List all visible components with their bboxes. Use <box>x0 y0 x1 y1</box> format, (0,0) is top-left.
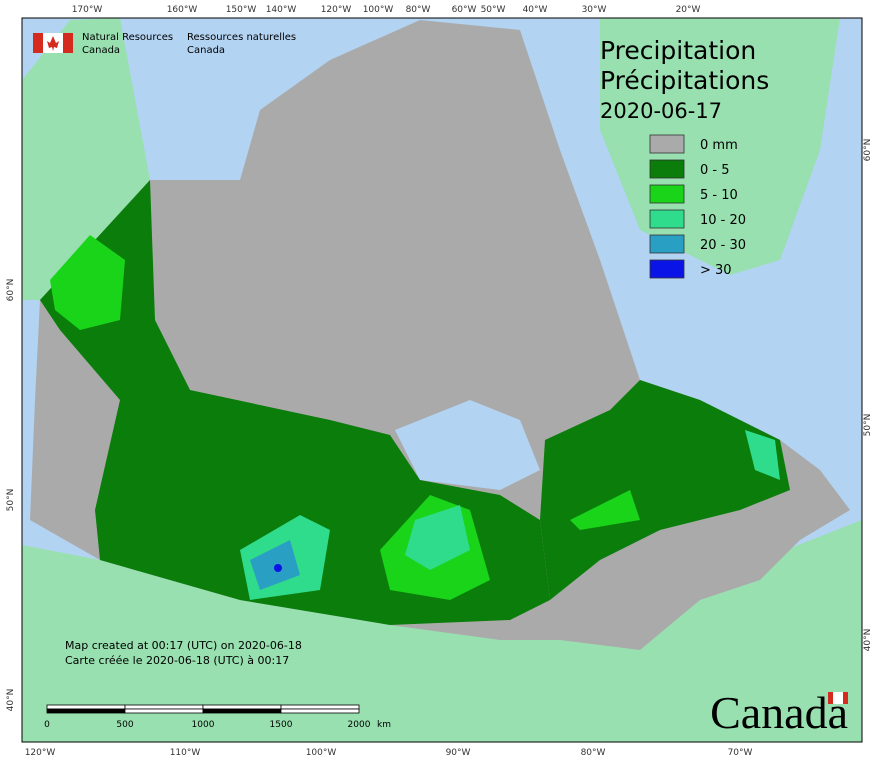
scale-tick-label: 0 <box>44 720 50 730</box>
scale-segment <box>280 704 360 710</box>
legend: 0 mm 0 - 5 5 - 10 10 - 20 20 - 30 > 30 <box>649 134 746 279</box>
precip-labrador <box>745 430 780 480</box>
flag-bar-left <box>33 33 43 53</box>
scale-tick-label: 500 <box>116 720 133 730</box>
agency-en: Natural Resources <box>82 32 173 43</box>
longitude-label: 80°W <box>406 5 431 15</box>
scale-segment <box>202 708 282 714</box>
map-date: 2020-06-17 <box>600 99 722 123</box>
longitude-label: 150°W <box>226 5 257 15</box>
longitude-label: 80°W <box>581 748 606 758</box>
longitude-label: 40°W <box>523 5 548 15</box>
longitude-label: 170°W <box>72 5 103 15</box>
scale-segment <box>46 708 126 714</box>
legend-swatch <box>649 184 685 204</box>
agency-fr: Ressources naturelles <box>187 32 296 43</box>
longitude-label: 100°W <box>306 748 337 758</box>
legend-label: 0 mm <box>700 138 738 153</box>
legend-swatch <box>649 159 685 179</box>
frame-border <box>21 17 863 743</box>
longitude-label: 30°W <box>582 5 607 15</box>
legend-swatch <box>649 134 685 154</box>
longitude-label: 50°W <box>481 5 506 15</box>
precip-5-10-quebec <box>570 490 640 530</box>
legend-swatch <box>649 234 685 254</box>
scale-tick-label: 2000 <box>348 720 371 730</box>
agency-fr-2: Canada <box>187 45 225 56</box>
longitude-label: 20°W <box>676 5 701 15</box>
latitude-label: 40°N <box>863 629 873 652</box>
precip-0-5-east <box>540 380 790 600</box>
latitude-label: 50°N <box>6 489 16 512</box>
precip-5-10-yukon <box>50 235 125 330</box>
legend-label: > 30 <box>700 263 732 278</box>
longitude-label: 140°W <box>266 5 297 15</box>
maple-leaf <box>47 36 59 51</box>
precip-over-30 <box>274 564 282 572</box>
scale-bar: 0 500 1000 1500 2000 km <box>44 704 391 730</box>
credit-fr: Carte créée le 2020-06-18 (UTC) à 00:17 <box>65 654 289 667</box>
scale-tick-label: 1000 <box>192 720 215 730</box>
legend-label: 5 - 10 <box>700 188 738 203</box>
title-fr: Précipitations <box>600 66 769 95</box>
legend-label: 20 - 30 <box>700 238 746 253</box>
legend-label: 10 - 20 <box>700 213 746 228</box>
flag-bar-right <box>63 33 73 53</box>
longitude-label: 120°W <box>25 748 56 758</box>
scale-unit: km <box>377 720 391 730</box>
map-frame <box>21 17 863 743</box>
title-en: Precipitation <box>600 36 756 65</box>
precip-20-30 <box>250 540 300 590</box>
hudson-bay <box>395 400 540 490</box>
graticule-labels: 170°W 160°W 150°W 140°W 120°W 100°W 80°W 60°W 50… <box>6 5 873 758</box>
scale-segment <box>124 704 204 710</box>
latitude-label: 50°N <box>863 414 873 437</box>
wordmark-flag-center <box>833 692 843 704</box>
scale-tick-label: 1500 <box>270 720 293 730</box>
legend-swatch <box>649 209 685 229</box>
longitude-label: 90°W <box>446 748 471 758</box>
scale-segment <box>124 708 204 714</box>
legend-label: 0 - 5 <box>700 163 730 178</box>
longitude-label: 110°W <box>170 748 201 758</box>
scale-segment <box>280 708 360 714</box>
latitude-label: 40°N <box>6 689 16 712</box>
legend-swatch <box>649 259 685 279</box>
longitude-label: 70°W <box>728 748 753 758</box>
longitude-label: 120°W <box>321 5 352 15</box>
agency-en-2: Canada <box>82 45 120 56</box>
alaska <box>22 18 150 300</box>
longitude-label: 160°W <box>167 5 198 15</box>
latitude-label: 60°N <box>6 279 16 302</box>
nrcan-signature: Natural Resources Canada Ressources natu… <box>33 32 296 56</box>
scale-segment <box>202 704 282 710</box>
canada-wordmark: Canada <box>710 687 848 738</box>
credit-en: Map created at 00:17 (UTC) on 2020-06-18 <box>65 639 302 652</box>
latitude-label: 60°N <box>863 139 873 162</box>
longitude-label: 60°W <box>452 5 477 15</box>
scale-segment <box>46 704 126 710</box>
precip-10-20-ontario <box>405 505 470 570</box>
longitude-label: 100°W <box>363 5 394 15</box>
